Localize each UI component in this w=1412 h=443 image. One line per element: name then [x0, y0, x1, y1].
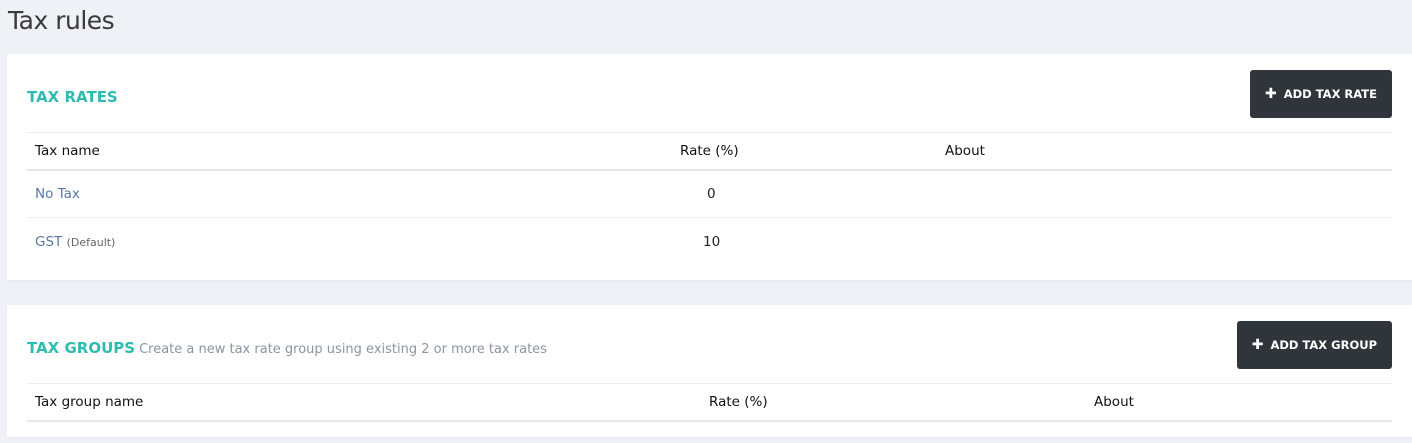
plus-icon: ✚: [1264, 86, 1277, 102]
add-tax-group-button[interactable]: ✚ ADD TAX GROUP: [1236, 321, 1392, 369]
col-tax-group-name: Tax group name: [27, 383, 701, 422]
col-rate: Rate (%): [662, 132, 937, 171]
tax-rates-title: TAX RATES: [27, 88, 118, 106]
col-rate: Rate (%): [701, 383, 1086, 422]
tax-groups-panel: TAX GROUPS Create a new tax rate group us…: [7, 305, 1412, 437]
about-value: [937, 218, 1392, 266]
col-about: About: [1086, 383, 1392, 422]
tax-groups-table: Tax group name Rate (%) About: [27, 383, 1392, 422]
tax-rates-table: Tax name Rate (%) About No Tax 0 GST (De…: [27, 132, 1392, 266]
rate-value: 0: [662, 169, 937, 218]
page-title: Tax rules: [8, 6, 115, 35]
col-about: About: [937, 132, 1392, 171]
tax-rates-panel: TAX RATES ✚ ADD TAX RATE Tax name Rate (%…: [7, 54, 1412, 280]
plus-icon: ✚: [1251, 337, 1264, 353]
rate-value: 10: [703, 233, 721, 250]
tax-groups-heading: TAX GROUPS: [27, 339, 136, 357]
add-tax-rate-button[interactable]: ✚ ADD TAX RATE: [1249, 70, 1392, 118]
add-tax-group-label: ADD TAX GROUP: [1270, 338, 1377, 352]
table-row: GST (Default) 10: [27, 218, 1392, 266]
tax-name-link[interactable]: No Tax: [35, 185, 80, 202]
default-badge: (Default): [66, 235, 116, 249]
col-tax-name: Tax name: [27, 132, 662, 171]
tax-groups-title: TAX GROUPS Create a new tax rate group us…: [27, 339, 547, 357]
tax-groups-subtitle: Create a new tax rate group using existi…: [139, 342, 547, 357]
add-tax-rate-label: ADD TAX RATE: [1283, 87, 1377, 101]
tax-name-link[interactable]: GST: [35, 233, 63, 250]
about-value: [937, 169, 1392, 218]
table-row: No Tax 0: [27, 169, 1392, 218]
